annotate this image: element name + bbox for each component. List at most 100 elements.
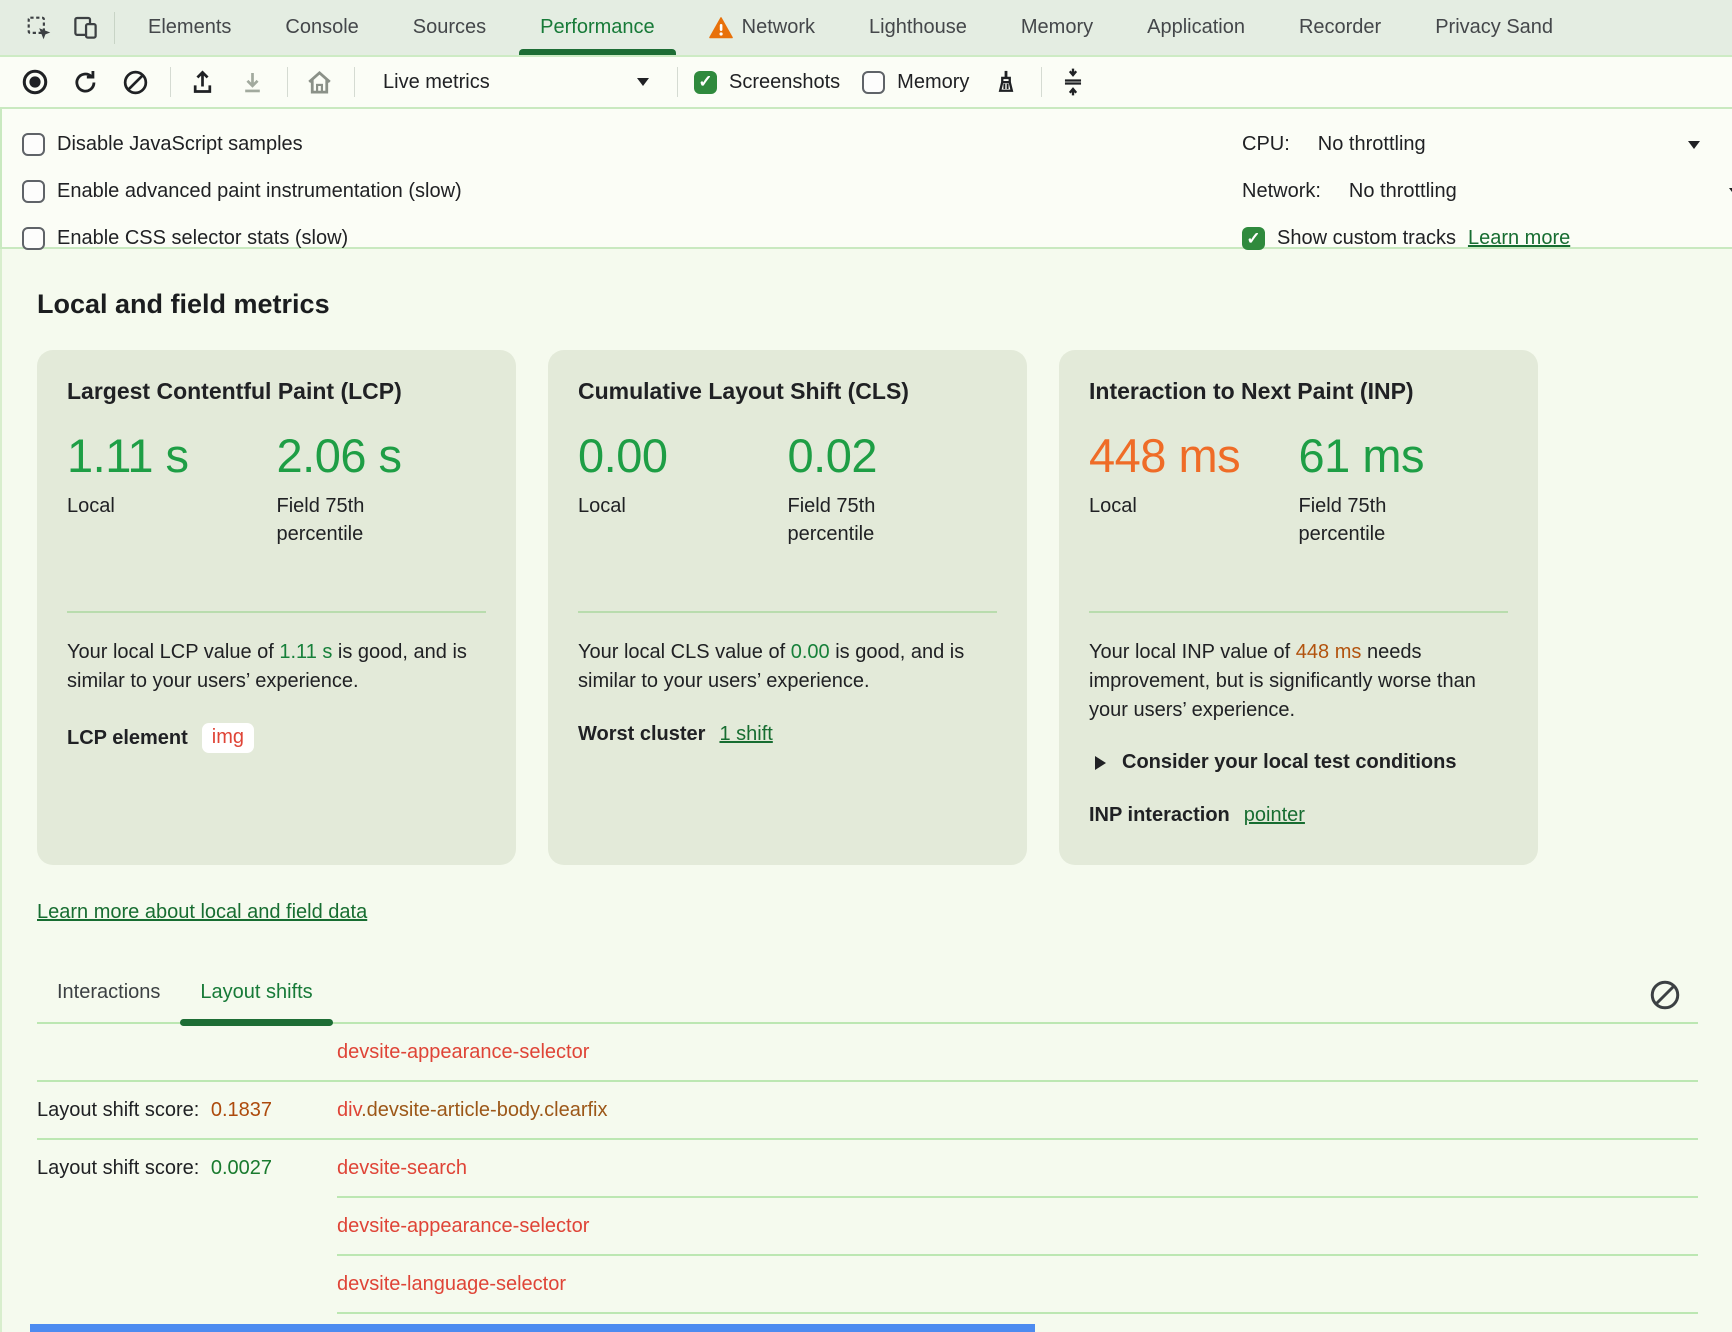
collapse-panel-icon[interactable] xyxy=(1058,67,1088,97)
inp-interaction-link[interactable]: pointer xyxy=(1243,804,1305,826)
shift-node-link[interactable]: devsite-language-selector xyxy=(337,1272,567,1295)
css-selector-stats-checkbox[interactable]: Enable CSS selector stats (slow) xyxy=(22,215,1710,262)
inp-field-label: Field 75th percentile xyxy=(1298,494,1387,545)
tab-network[interactable]: Network xyxy=(682,0,842,55)
reload-icon[interactable] xyxy=(70,67,100,97)
inspect-element-icon[interactable] xyxy=(16,0,62,55)
device-toolbar-icon[interactable] xyxy=(62,0,108,55)
tab-application[interactable]: Application xyxy=(1147,16,1245,38)
lcp-inline-value: 1.11 s xyxy=(279,641,333,663)
divider xyxy=(337,1254,1698,1256)
inp-card-title: Interaction to Next Paint (INP) xyxy=(1089,378,1414,404)
shift-node-link[interactable]: div.devsite-article-body.clearfix xyxy=(337,1098,608,1121)
advanced-paint-checkbox[interactable]: Enable advanced paint instrumentation (s… xyxy=(22,168,1710,215)
advanced-paint-label: Enable advanced paint instrumentation (s… xyxy=(57,180,462,202)
capture-settings-pane: Disable JavaScript samples Enable advanc… xyxy=(0,109,1732,250)
download-profile-icon[interactable] xyxy=(237,67,267,97)
shift-score-value: 0.1837 xyxy=(210,1098,273,1121)
inp-card: Interaction to Next Paint (INP) 448 ms L… xyxy=(1059,350,1538,865)
tab-performance[interactable]: Performance xyxy=(513,0,682,55)
checkbox-unchecked-icon xyxy=(22,180,45,203)
tab-interactions[interactable]: Interactions xyxy=(57,981,161,1003)
learn-more-field-data-link[interactable]: Learn more about local and field data xyxy=(37,901,368,923)
cls-field-value: 0.02 xyxy=(787,429,878,482)
performance-toolbar: Live metrics ✓ Screenshots Memory xyxy=(0,57,1732,109)
show-custom-tracks-label: Show custom tracks xyxy=(1277,227,1456,249)
tab-privacy-sandbox[interactable]: Privacy Sand xyxy=(1435,16,1554,38)
cls-card: Cumulative Layout Shift (CLS) 0.00 Local… xyxy=(548,350,1027,865)
checkbox-unchecked-icon xyxy=(862,70,886,94)
live-metrics-log: Interactions Layout shifts devsite-appea… xyxy=(37,974,1698,1332)
divider xyxy=(1089,611,1508,613)
css-selector-stats-label: Enable CSS selector stats (slow) xyxy=(57,227,349,249)
layout-shift-row: Layout shift score: 0.1837 div.devsite-a… xyxy=(37,1082,1698,1138)
memory-label: Memory xyxy=(897,70,970,93)
shift-node-link[interactable]: devsite-appearance-selector xyxy=(337,1214,590,1237)
show-custom-tracks-row: ✓ Show custom tracks Learn more xyxy=(1242,215,1732,262)
screenshots-checkbox[interactable]: ✓ Screenshots xyxy=(694,70,840,94)
local-test-conditions-disclosure[interactable]: Consider your local test conditions xyxy=(1089,751,1508,774)
learn-more-link[interactable]: Learn more xyxy=(1467,227,1571,249)
tab-network-label: Network xyxy=(741,16,815,38)
lcp-local-label: Local xyxy=(67,494,115,517)
devtools-tabbar: Elements Console Sources Performance Net… xyxy=(0,0,1732,57)
worst-cluster-label: Worst cluster xyxy=(578,723,706,745)
layout-shift-row: devsite-appearance-selector xyxy=(37,1024,1698,1080)
tab-recorder[interactable]: Recorder xyxy=(1298,16,1382,38)
disable-js-samples-checkbox[interactable]: Disable JavaScript samples xyxy=(22,121,1710,168)
divider xyxy=(337,1196,1698,1198)
lcp-card-title: Largest Contentful Paint (LCP) xyxy=(67,378,402,404)
tab-console[interactable]: Console xyxy=(285,16,359,38)
network-label: Network: xyxy=(1242,180,1321,202)
tab-sources[interactable]: Sources xyxy=(412,16,487,38)
network-throttling-row: Network: No throttling xyxy=(1242,168,1732,215)
tab-lighthouse[interactable]: Lighthouse xyxy=(869,16,967,38)
home-icon[interactable] xyxy=(304,67,334,97)
cpu-throttling-row: CPU: No throttling xyxy=(1242,121,1732,168)
layout-shift-row: devsite-language-selector xyxy=(37,1256,1698,1312)
divider xyxy=(1041,67,1043,97)
network-throttling-select[interactable]: No throttling xyxy=(1348,180,1457,202)
memory-checkbox[interactable]: Memory xyxy=(862,70,970,94)
page-title: Local and field metrics xyxy=(37,289,330,319)
clear-icon[interactable] xyxy=(120,67,150,97)
shift-node-link[interactable]: devsite-appearance-selector xyxy=(337,1040,590,1063)
record-icon[interactable] xyxy=(20,67,50,97)
live-metrics-view: Local and field metrics Largest Contentf… xyxy=(0,249,1732,1332)
divider xyxy=(354,67,355,97)
show-custom-tracks-checkbox[interactable]: ✓ Show custom tracks xyxy=(1242,215,1456,262)
triangle-right-icon xyxy=(1095,755,1106,770)
clear-log-icon[interactable] xyxy=(1648,978,1682,1012)
inp-description: Your local INP value of 448 ms needs imp… xyxy=(1089,641,1476,721)
cpu-throttling-select[interactable]: No throttling xyxy=(1317,133,1426,155)
panel-mode-select[interactable]: Live metrics xyxy=(371,64,661,100)
tab-layout-shifts[interactable]: Layout shifts xyxy=(180,981,333,1026)
cls-card-title: Cumulative Layout Shift (CLS) xyxy=(578,378,909,404)
inp-local-label: Local xyxy=(1089,494,1137,517)
layout-shift-row: devsite-appearance-selector xyxy=(37,1198,1698,1254)
chevron-down-icon[interactable] xyxy=(1688,140,1700,149)
inp-field-value: 61 ms xyxy=(1298,429,1425,482)
shift-score-label: Layout shift score: xyxy=(37,1156,200,1179)
checkbox-checked-icon: ✓ xyxy=(1242,227,1265,250)
tab-elements[interactable]: Elements xyxy=(148,16,232,38)
inp-interaction-label: INP interaction xyxy=(1089,804,1230,826)
screenshot-strip-fragment xyxy=(30,1324,1035,1332)
lcp-field-label: Field 75th percentile xyxy=(276,494,365,545)
cpu-label: CPU: xyxy=(1242,133,1290,155)
upload-profile-icon[interactable] xyxy=(187,67,217,97)
cls-local-value: 0.00 xyxy=(578,429,668,482)
shift-score-value: 0.0027 xyxy=(210,1156,273,1179)
lcp-card: Largest Contentful Paint (LCP) 1.11 s Lo… xyxy=(37,350,516,865)
tab-memory[interactable]: Memory xyxy=(1020,16,1094,38)
garbage-collect-brush-icon[interactable] xyxy=(991,67,1021,97)
layout-shift-row: Layout shift score: 0.0027 devsite-searc… xyxy=(37,1140,1698,1196)
worst-cluster-link[interactable]: 1 shift xyxy=(719,723,773,745)
shift-node-link[interactable]: devsite-search xyxy=(337,1156,468,1179)
chevron-down-icon[interactable] xyxy=(1729,187,1732,196)
divider xyxy=(67,611,486,613)
divider xyxy=(37,1138,1698,1140)
throttling-settings: CPU: No throttling Network: No throttlin… xyxy=(1242,121,1732,262)
lcp-element-node-link[interactable]: img xyxy=(201,723,255,753)
